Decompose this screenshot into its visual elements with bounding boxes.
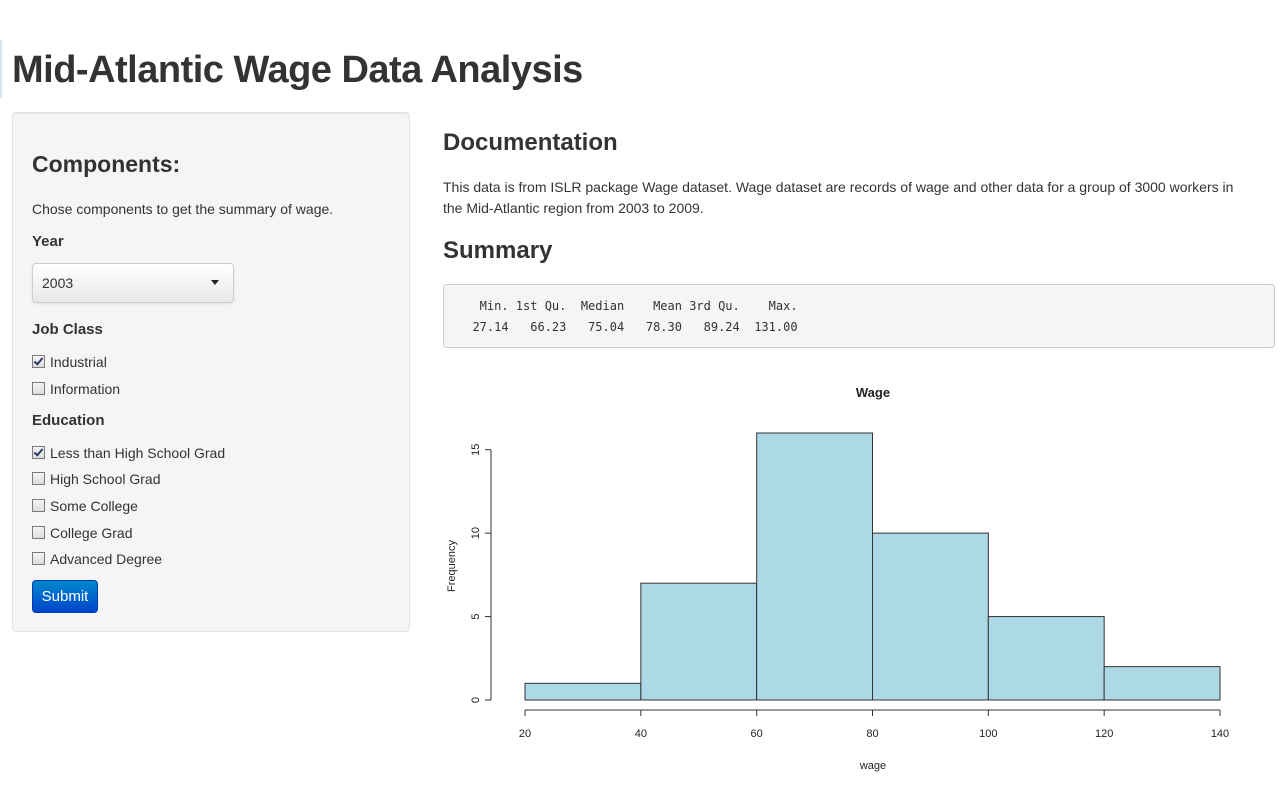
- job-class-option-industrial[interactable]: Industrial: [32, 353, 107, 371]
- checkbox-hs-grad[interactable]: [32, 472, 45, 485]
- y-tick-label: 15: [470, 444, 482, 456]
- histogram-bar: [524, 682, 642, 701]
- checkbox-label: Less than High School Grad: [50, 445, 226, 461]
- job-class-option-information[interactable]: Information: [32, 380, 120, 398]
- x-tick-label: 20: [519, 728, 531, 740]
- histogram-bar: [987, 616, 1105, 701]
- histogram-bar: [872, 532, 989, 701]
- submit-button[interactable]: Submit: [32, 580, 98, 613]
- y-tick-label: 5: [470, 614, 482, 620]
- checkbox-college-grad[interactable]: [32, 526, 45, 539]
- histogram-bar: [756, 432, 873, 701]
- chart-y-axis-label: Frequency: [446, 540, 458, 592]
- sidebar-help-text: Chose components to get the summary of w…: [32, 201, 334, 217]
- histogram-bars: [524, 432, 1221, 701]
- caret-down-icon: [211, 280, 219, 285]
- checkbox-some-college[interactable]: [32, 499, 45, 512]
- summary-heading: Summary: [443, 237, 553, 264]
- checkbox-label: College Grad: [50, 525, 133, 541]
- x-tick-label: 140: [1211, 728, 1229, 740]
- education-option-advanced-degree[interactable]: Advanced Degree: [32, 550, 162, 568]
- histogram-bar: [640, 582, 758, 701]
- page-title: Mid-Atlantic Wage Data Analysis: [12, 49, 583, 91]
- job-class-label: Job Class: [32, 321, 103, 338]
- checkbox-label: Advanced Degree: [50, 551, 163, 567]
- year-select-value: 2003: [42, 275, 74, 291]
- y-tick-label: 0: [470, 697, 482, 703]
- x-tick-label: 60: [751, 728, 763, 740]
- y-tick-label: 10: [470, 527, 482, 539]
- education-option-some-college[interactable]: Some College: [32, 497, 138, 515]
- checkbox-label: Information: [50, 381, 121, 397]
- education-option-hs-grad[interactable]: High School Grad: [32, 470, 161, 488]
- checkbox-less-than-hs[interactable]: [32, 446, 45, 459]
- sidebar-heading: Components:: [32, 151, 181, 177]
- x-tick-label: 100: [979, 728, 997, 740]
- checkbox-information[interactable]: [32, 382, 45, 395]
- wage-histogram: 20 40 60 80 100 120 140 0 5 10 15 Wage wage Freque…: [446, 385, 1229, 772]
- summary-header-line: Min. 1st Qu. Median Mean 3rd Qu. Max.: [458, 299, 798, 313]
- year-label: Year: [32, 233, 64, 250]
- education-option-college-grad[interactable]: College Grad: [32, 524, 133, 542]
- documentation-text: This data is from ISLR package Wage data…: [443, 179, 1234, 216]
- checkbox-label: Industrial: [50, 354, 107, 370]
- sidebar-panel: Components: Chose components to get the …: [12, 112, 410, 632]
- chart-x-axis-label: wage: [859, 760, 886, 772]
- chart-title: Wage: [856, 385, 890, 400]
- checkbox-advanced-degree[interactable]: [32, 552, 45, 565]
- x-tick-label: 40: [635, 728, 647, 740]
- x-tick-label: 80: [866, 728, 878, 740]
- checkbox-label: High School Grad: [50, 471, 161, 487]
- education-label: Education: [32, 412, 105, 429]
- documentation-heading: Documentation: [443, 129, 618, 156]
- education-option-less-than-hs[interactable]: Less than High School Grad: [32, 444, 225, 462]
- page-left-accent: [0, 40, 2, 98]
- x-tick-label: 120: [1095, 728, 1113, 740]
- summary-values-line: 27.14 66.23 75.04 78.30 89.24 131.00: [458, 320, 798, 334]
- checkbox-industrial[interactable]: [32, 355, 45, 368]
- checkbox-label: Some College: [50, 498, 138, 514]
- summary-output: Min. 1st Qu. Median Mean 3rd Qu. Max. 27…: [443, 284, 1275, 348]
- year-select[interactable]: 2003: [32, 263, 234, 303]
- histogram-bar: [1103, 666, 1221, 701]
- histogram-axes: 20 40 60 80 100 120 140 0 5 10 15: [470, 444, 1229, 740]
